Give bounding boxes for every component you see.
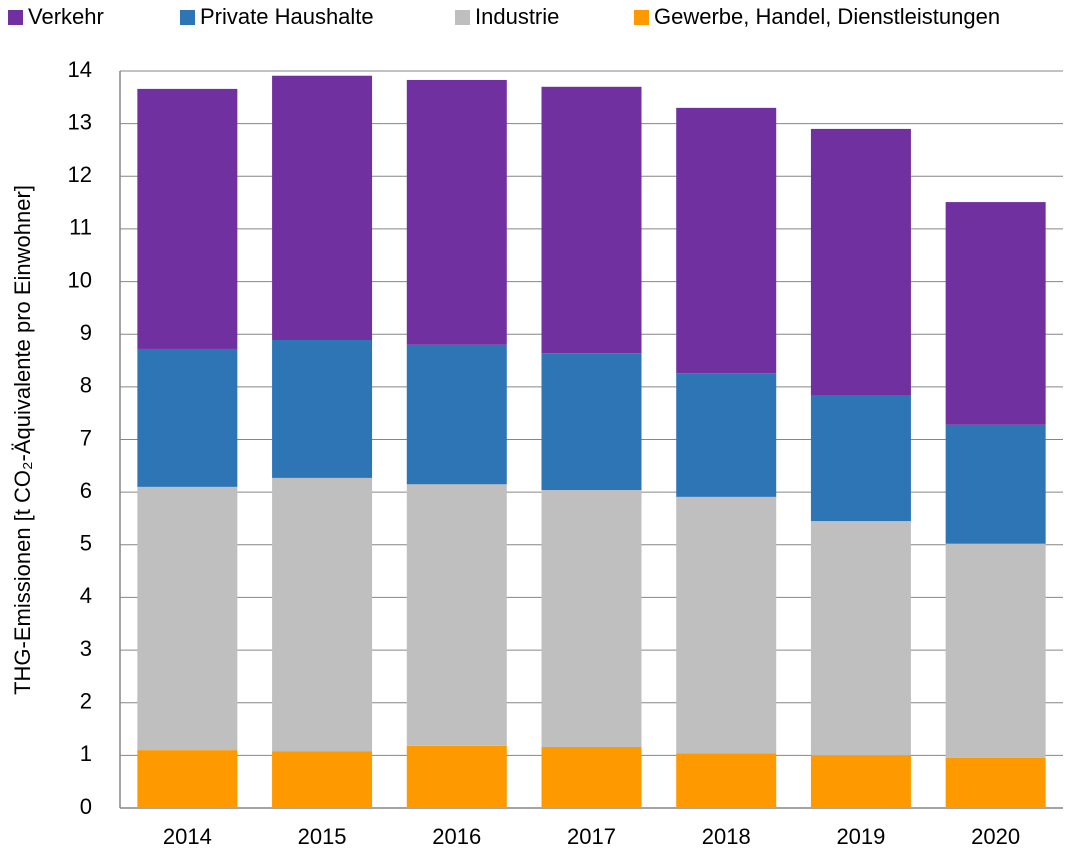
x-tick-label: 2020: [971, 824, 1020, 849]
legend-swatch: [180, 10, 195, 25]
y-tick-label: 14: [68, 57, 92, 82]
bar-segment: [272, 477, 373, 752]
y-tick-label: 10: [68, 267, 92, 292]
bar-segment: [137, 88, 238, 349]
y-tick-label: 12: [68, 162, 92, 187]
legend-label: Verkehr: [28, 4, 104, 29]
y-tick-label: 3: [80, 636, 92, 661]
y-tick-label: 7: [80, 425, 92, 450]
y-tick-label: 0: [80, 794, 92, 819]
y-tick-label: 1: [80, 741, 92, 766]
x-tick-label: 2014: [163, 824, 212, 849]
legend-swatch: [8, 10, 23, 25]
bar-segment: [810, 521, 911, 756]
bar-segment: [810, 128, 911, 396]
bar-segment: [137, 486, 238, 751]
x-tick-label: 2019: [836, 824, 885, 849]
y-axis-label: THG-Emissionen [t CO₂-Äquivalente pro Ei…: [10, 185, 35, 695]
y-tick-label: 13: [68, 109, 92, 134]
bar-segment: [137, 348, 238, 487]
bar-segment: [945, 757, 1046, 808]
bar-segment: [676, 107, 777, 374]
bar-segment: [945, 424, 1046, 544]
x-tick-label: 2017: [567, 824, 616, 849]
bar-segment: [676, 496, 777, 754]
bar-segment: [406, 745, 507, 808]
legend-label: Private Haushalte: [200, 4, 374, 29]
y-tick-label: 8: [80, 373, 92, 398]
x-tick-label: 2016: [432, 824, 481, 849]
bar-segment: [810, 755, 911, 808]
bar-segment: [541, 353, 642, 491]
y-tick-label: 6: [80, 478, 92, 503]
y-tick-label: 5: [80, 531, 92, 556]
bar-segment: [272, 75, 373, 341]
bar-segment: [406, 344, 507, 485]
bar-segment: [810, 395, 911, 522]
bar-segment: [406, 484, 507, 746]
y-tick-label: 4: [80, 583, 92, 608]
bar-segment: [541, 86, 642, 354]
bar-segment: [676, 753, 777, 808]
bar-segment: [272, 340, 373, 478]
legend-swatch: [634, 10, 649, 25]
bar-segment: [676, 373, 777, 497]
x-tick-label: 2018: [702, 824, 751, 849]
y-tick-label: 11: [69, 215, 92, 240]
y-tick-label: 9: [80, 320, 92, 345]
bar-segment: [541, 746, 642, 808]
legend-label: Industrie: [475, 4, 559, 29]
legend-label: Gewerbe, Handel, Dienstleistungen: [654, 4, 1000, 29]
legend-swatch: [455, 10, 470, 25]
bar-segment: [137, 750, 238, 808]
x-tick-label: 2015: [298, 824, 347, 849]
bar-segment: [272, 751, 373, 808]
y-tick-label: 2: [80, 689, 92, 714]
bar-segment: [945, 543, 1046, 758]
bar-segment: [406, 79, 507, 345]
bar-segment: [945, 202, 1046, 425]
bar-segment: [541, 490, 642, 747]
